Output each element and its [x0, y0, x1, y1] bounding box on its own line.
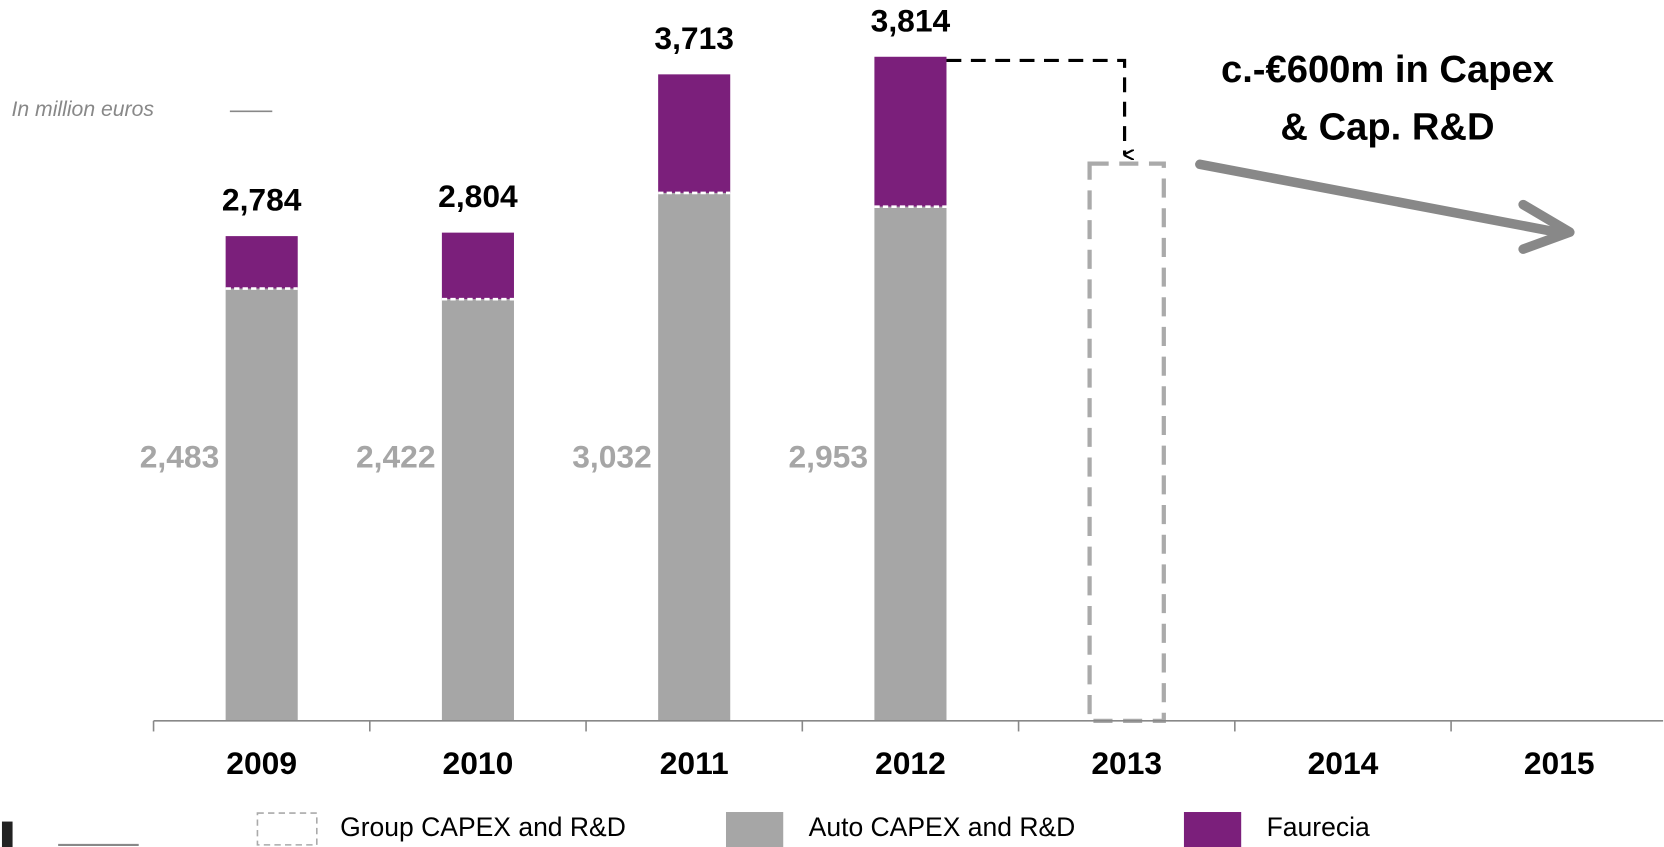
- x-tick-label: 2015: [1524, 745, 1595, 781]
- reduction-arrow: [946, 58, 1124, 154]
- total-label: 3,814: [871, 2, 951, 38]
- trend-arrow-head: [1518, 199, 1575, 254]
- subtitle: In million euros: [12, 98, 155, 121]
- x-tick-label: 2014: [1308, 745, 1379, 781]
- total-label: 3,713: [654, 20, 734, 56]
- x-tick-label: 2012: [875, 745, 946, 781]
- group-bar: [1087, 161, 1166, 723]
- bar-segment: [874, 56, 947, 207]
- total-label: 2,804: [438, 178, 518, 214]
- value-label: 2,953: [788, 438, 868, 474]
- x-tick-label: 2013: [1091, 745, 1162, 781]
- value-label: 2,422: [356, 438, 436, 474]
- legend-swatch: [256, 812, 318, 846]
- legend-swatch: [725, 812, 784, 847]
- x-tick-label: 2010: [443, 745, 514, 781]
- value-label: 2,483: [140, 438, 220, 474]
- trend-arrow: [1195, 159, 1562, 237]
- legend-label: Auto CAPEX and R&D: [809, 812, 1076, 842]
- annotation: c.-€600m in Capex: [1221, 48, 1554, 91]
- bar-segment: [658, 74, 731, 193]
- bar-segment: [225, 288, 298, 721]
- bar-segment: [225, 236, 298, 289]
- legend-label: Faurecia: [1267, 812, 1370, 842]
- bar-segment: [441, 232, 514, 300]
- bar-segment: [658, 192, 731, 721]
- total-label: 2,784: [222, 182, 302, 218]
- legend-label: Group CAPEX and R&D: [340, 812, 626, 842]
- decor: [1, 821, 13, 847]
- x-tick-label: 2009: [226, 745, 297, 781]
- legend-swatch: [1183, 812, 1242, 847]
- value-label: 3,032: [572, 438, 652, 474]
- annotation: & Cap. R&D: [1280, 105, 1494, 148]
- bar-segment: [441, 299, 514, 721]
- bar-segment: [874, 206, 947, 721]
- x-tick-label: 2011: [660, 745, 729, 781]
